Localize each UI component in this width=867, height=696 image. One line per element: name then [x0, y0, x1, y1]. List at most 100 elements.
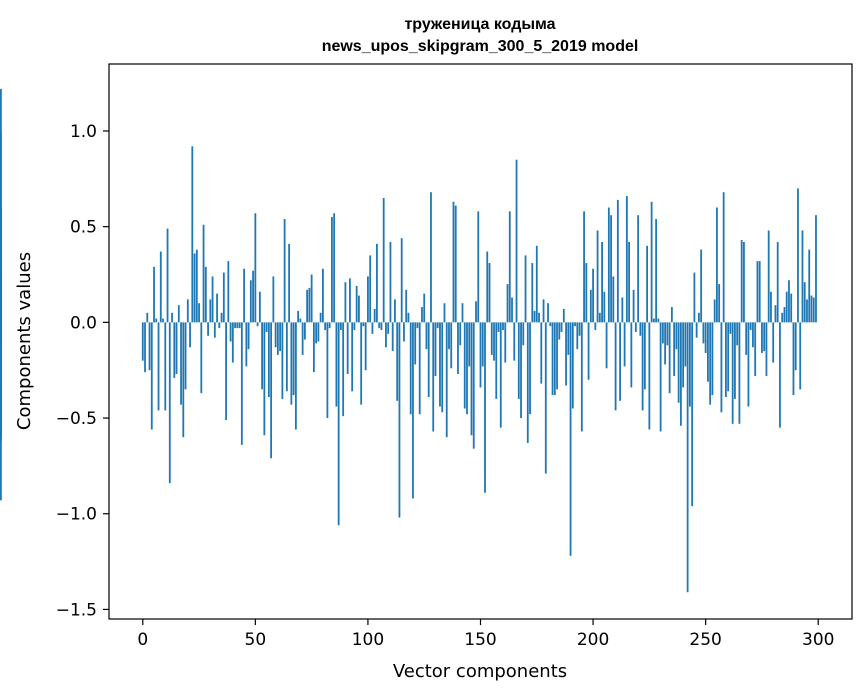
bar-18 — [182, 322, 185, 438]
x-tick-label-0: 0 — [137, 630, 148, 650]
bar-134 — [443, 303, 446, 323]
bar-undefined — [0, 322, 2, 388]
bar-116 — [403, 322, 405, 342]
bar-148 — [475, 301, 477, 323]
bar-109 — [387, 322, 390, 334]
bar-136 — [448, 322, 450, 350]
bar-101 — [369, 255, 372, 323]
bar-47 — [247, 322, 250, 350]
bar-263 — [734, 322, 736, 399]
bar-225 — [648, 322, 651, 430]
bar-178 — [542, 299, 545, 323]
bar-193 — [576, 322, 579, 350]
bar-53 — [261, 322, 263, 390]
bar-40 — [231, 322, 234, 363]
bar-154 — [488, 263, 491, 323]
bar-78 — [317, 322, 320, 342]
bar-264 — [736, 322, 739, 346]
bar-159 — [499, 322, 502, 428]
bar-232 — [664, 322, 667, 365]
bar-164 — [511, 297, 513, 323]
bar-239 — [679, 322, 682, 426]
bar-68 — [294, 322, 297, 430]
bar-268 — [745, 322, 748, 355]
bar-41 — [234, 322, 236, 329]
bar-133 — [441, 322, 444, 413]
bar-29 — [207, 322, 209, 336]
bar-158 — [497, 322, 500, 332]
bar-169 — [522, 322, 525, 346]
bar-157 — [495, 322, 498, 399]
bar-undefined — [0, 322, 2, 501]
bar-80 — [321, 268, 324, 323]
bar-26 — [200, 322, 203, 394]
bar-59 — [274, 322, 277, 348]
bar-128 — [430, 192, 432, 323]
bar-185 — [558, 322, 561, 340]
bar-88 — [340, 322, 342, 331]
bar-299 — [815, 215, 817, 323]
bar-222 — [641, 322, 644, 411]
bar-180 — [547, 303, 549, 323]
bar-56 — [267, 322, 270, 397]
chart-subtitle: news_upos_skipgram_300_5_2019 model — [322, 38, 639, 55]
bar-293 — [801, 230, 804, 323]
bar-21 — [189, 322, 191, 348]
bar-28 — [204, 266, 207, 323]
bar-176 — [538, 312, 540, 323]
bar-36 — [222, 272, 225, 323]
bar-98 — [362, 322, 365, 327]
bars-group — [0, 88, 817, 593]
bar-151 — [481, 322, 484, 367]
bar-196 — [583, 211, 585, 323]
bar-259 — [725, 322, 727, 397]
bar-110 — [389, 241, 392, 323]
bar-70 — [299, 318, 302, 323]
bar-221 — [639, 322, 642, 336]
bar-288 — [790, 293, 793, 323]
bar-290 — [794, 322, 797, 371]
bar-261 — [729, 322, 732, 334]
bar-200 — [592, 268, 594, 323]
bar-284 — [781, 312, 784, 323]
bar-115 — [400, 238, 403, 323]
bar-108 — [385, 322, 387, 348]
bar-66 — [290, 322, 293, 405]
y-tick-label--1: −1.0 — [56, 505, 97, 525]
bar-7 — [157, 322, 160, 411]
bar-296 — [808, 249, 811, 323]
bar-105 — [378, 322, 381, 329]
bar-237 — [675, 322, 678, 350]
bar-142 — [461, 303, 464, 323]
bar-33 — [216, 293, 218, 323]
bar-275 — [761, 322, 763, 353]
bar-224 — [646, 245, 649, 323]
bar-189 — [567, 322, 570, 355]
bar-272 — [754, 322, 757, 376]
bar-124 — [421, 307, 423, 323]
bar-0 — [141, 322, 144, 361]
bar-226 — [650, 201, 653, 323]
bar-213 — [621, 297, 624, 323]
bar-168 — [520, 322, 522, 419]
bar-247 — [698, 312, 700, 323]
y-tick-label-0: 0.0 — [70, 313, 97, 333]
bar-274 — [758, 261, 761, 323]
bar-23 — [193, 253, 196, 323]
bar-60 — [276, 322, 279, 355]
bar-231 — [661, 322, 664, 344]
bar-254 — [713, 299, 716, 323]
bar-95 — [355, 286, 358, 323]
bar-171 — [526, 322, 529, 443]
bar-43 — [238, 322, 241, 329]
bar-241 — [684, 322, 687, 367]
bar-240 — [682, 322, 685, 388]
bar-208 — [610, 215, 612, 323]
bar-83 — [328, 322, 331, 329]
bar-184 — [556, 322, 558, 390]
bar-211 — [616, 199, 619, 323]
bar-244 — [691, 322, 694, 507]
bar-292 — [799, 322, 802, 390]
bar-42 — [236, 322, 239, 329]
bar-27 — [202, 224, 205, 323]
